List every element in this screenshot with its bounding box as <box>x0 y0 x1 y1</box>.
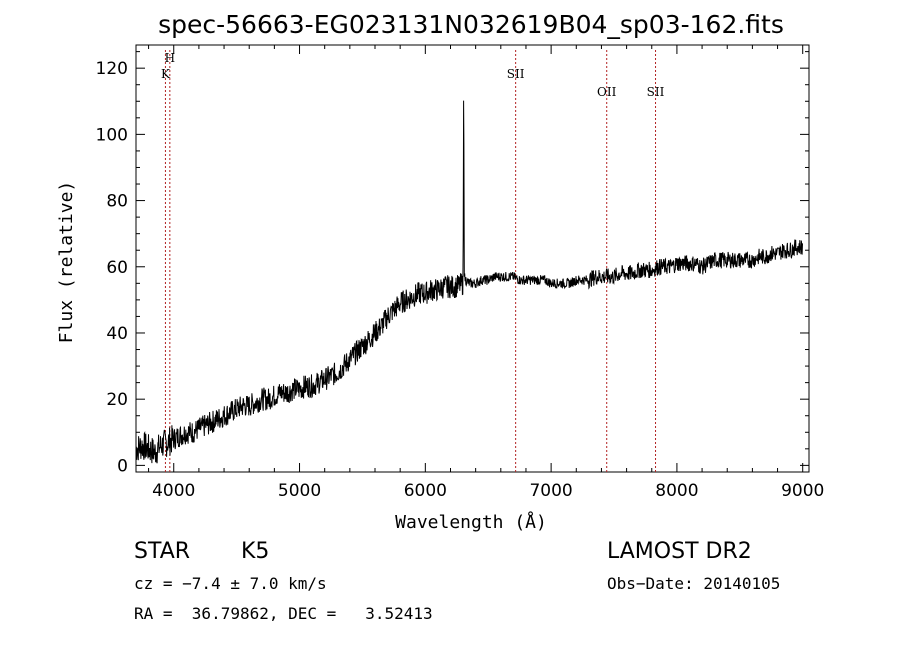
object-class: STAR <box>134 539 191 564</box>
y-tick-label: 120 <box>96 59 128 79</box>
x-axis-label: Wavelength (Å) <box>395 511 547 533</box>
line-marker-label: OII <box>597 85 617 99</box>
plot-frame <box>135 44 810 473</box>
x-tick-label: 5000 <box>278 481 321 501</box>
x-tick-label: 4000 <box>152 481 195 501</box>
y-tick-label: 0 <box>117 456 128 476</box>
spectrum-line <box>135 100 803 464</box>
x-tick-label: 9000 <box>781 481 824 501</box>
line-marker-label: H <box>165 51 175 65</box>
x-tick-label: 7000 <box>529 481 572 501</box>
object-subclass: K5 <box>241 539 270 564</box>
line-marker-label: SII <box>507 67 525 81</box>
spectral-line-markers: KH SII OII SII <box>161 50 665 472</box>
y-tick-label: 40 <box>106 324 128 344</box>
x-tick-label: 6000 <box>404 481 447 501</box>
y-axis-ticks: 0 20 40 60 80 100 120 <box>96 51 809 476</box>
x-axis-ticks: 4000 5000 6000 7000 8000 9000 <box>148 45 824 501</box>
survey-name: LAMOST DR2 <box>607 539 752 564</box>
y-tick-label: 60 <box>106 258 128 278</box>
redshift-text: cz = −7.4 ± 7.0 km/s <box>134 574 327 593</box>
y-tick-label: 80 <box>106 192 128 212</box>
y-tick-label: 100 <box>96 125 128 145</box>
chart-title: spec-56663-EG023131N032619B04_sp03-162.f… <box>158 10 784 39</box>
line-marker-label: K <box>161 67 171 81</box>
coordinates-text: RA = 36.79862, DEC = 3.52413 <box>134 604 433 623</box>
y-axis-label: Flux (relative) <box>56 181 77 344</box>
obs-date-text: Obs−Date: 20140105 <box>607 574 781 593</box>
y-tick-label: 20 <box>106 390 128 410</box>
line-marker-label: SII <box>647 85 665 99</box>
x-tick-label: 8000 <box>655 481 698 501</box>
